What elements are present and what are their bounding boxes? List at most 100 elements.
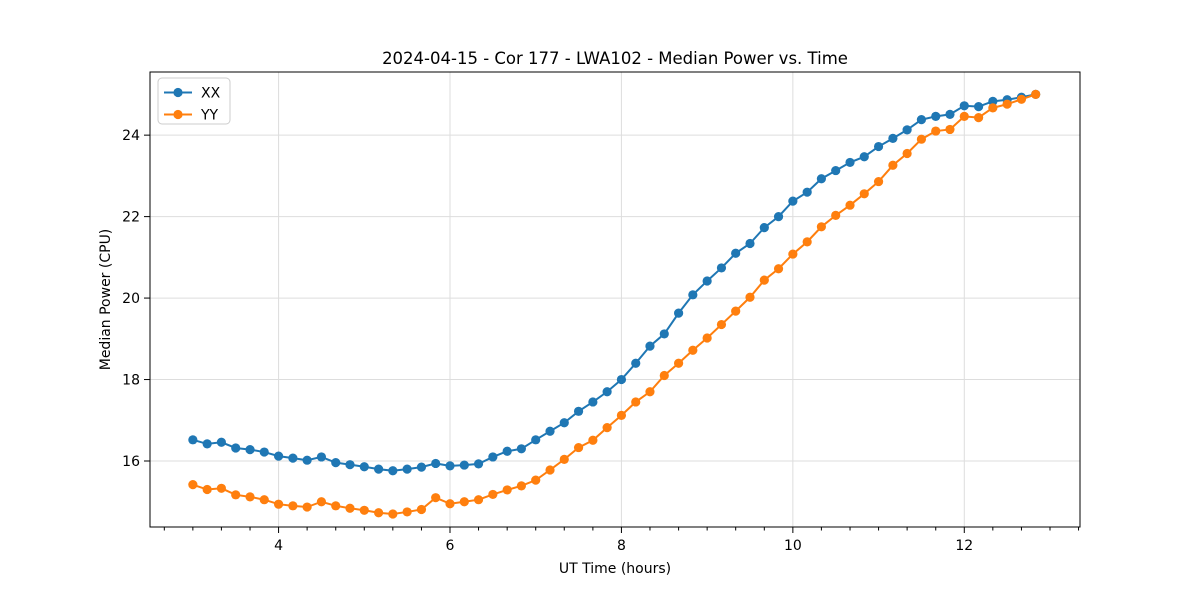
data-point-xx bbox=[559, 418, 569, 428]
data-point-yy bbox=[273, 499, 284, 509]
data-point-yy bbox=[431, 493, 441, 503]
data-point-yy bbox=[402, 507, 412, 517]
data-point-yy bbox=[916, 134, 927, 144]
data-point-yy bbox=[502, 485, 512, 495]
x-tick-label: 4 bbox=[274, 538, 283, 554]
data-point-yy bbox=[488, 489, 498, 500]
data-point-xx bbox=[688, 290, 698, 300]
data-point-yy bbox=[716, 319, 727, 330]
data-point-yy bbox=[702, 333, 712, 343]
data-point-xx bbox=[445, 461, 455, 471]
data-point-yy bbox=[602, 423, 612, 433]
data-point-yy bbox=[1031, 89, 1041, 100]
data-point-xx bbox=[659, 329, 669, 339]
data-point-xx bbox=[974, 102, 984, 112]
data-point-yy bbox=[473, 495, 484, 505]
data-point-yy bbox=[331, 501, 341, 511]
data-point-xx bbox=[488, 452, 498, 462]
data-point-yy bbox=[759, 275, 769, 285]
data-point-xx bbox=[888, 133, 898, 143]
data-point-yy bbox=[745, 292, 755, 302]
data-point-yy bbox=[788, 249, 798, 259]
data-point-xx bbox=[645, 341, 655, 351]
data-point-yy bbox=[573, 442, 584, 453]
y-axis-label: Median Power (CPU) bbox=[98, 229, 114, 371]
chart-title: 2024-04-15 - Cor 177 - LWA102 - Median P… bbox=[382, 49, 848, 68]
data-point-yy bbox=[902, 148, 912, 159]
data-point-yy bbox=[588, 435, 598, 445]
data-point-xx bbox=[459, 460, 469, 470]
data-point-xx bbox=[602, 387, 612, 397]
data-point-xx bbox=[931, 111, 941, 122]
data-point-xx bbox=[731, 248, 741, 258]
data-point-yy bbox=[1002, 99, 1012, 109]
data-point-yy bbox=[288, 501, 298, 511]
data-point-xx bbox=[816, 174, 827, 184]
data-point-yy bbox=[231, 490, 241, 500]
x-tick-label: 10 bbox=[784, 538, 802, 554]
data-point-yy bbox=[531, 475, 541, 485]
data-point-xx bbox=[431, 458, 441, 469]
legend-label-xx: XX bbox=[201, 86, 221, 102]
data-point-xx bbox=[216, 437, 226, 447]
data-point-xx bbox=[345, 460, 355, 470]
data-point-xx bbox=[288, 453, 298, 463]
data-point-yy bbox=[559, 454, 569, 464]
data-point-yy bbox=[202, 484, 212, 495]
data-point-yy bbox=[688, 345, 698, 355]
data-point-xx bbox=[859, 152, 869, 162]
data-point-xx bbox=[531, 435, 541, 445]
data-point-xx bbox=[359, 462, 369, 472]
data-point-yy bbox=[459, 497, 469, 507]
data-point-xx bbox=[331, 458, 341, 468]
data-point-xx bbox=[631, 358, 641, 368]
data-point-yy bbox=[616, 410, 627, 420]
data-point-yy bbox=[316, 497, 327, 507]
data-point-xx bbox=[231, 443, 241, 453]
data-point-yy bbox=[645, 387, 655, 397]
data-point-xx bbox=[945, 109, 955, 119]
x-tick-label: 12 bbox=[955, 538, 973, 554]
legend-label-yy: YY bbox=[200, 108, 219, 124]
data-point-yy bbox=[416, 504, 427, 515]
data-point-xx bbox=[588, 397, 598, 407]
data-point-yy bbox=[516, 481, 527, 491]
y-tick-label: 22 bbox=[122, 210, 140, 226]
data-point-yy bbox=[773, 264, 784, 274]
axes bbox=[144, 71, 1081, 533]
plot-border bbox=[149, 71, 1081, 528]
data-point-xx bbox=[845, 157, 855, 168]
data-point-xx bbox=[773, 212, 784, 222]
data-point-xx bbox=[759, 223, 769, 233]
data-point-xx bbox=[502, 446, 512, 456]
data-point-yy bbox=[988, 103, 998, 113]
data-point-xx bbox=[616, 374, 627, 385]
data-point-yy bbox=[188, 480, 198, 490]
data-point-yy bbox=[374, 508, 384, 518]
data-point-xx bbox=[273, 451, 284, 461]
data-point-xx bbox=[545, 426, 555, 436]
data-point-yy bbox=[345, 503, 355, 513]
data-point-yy bbox=[445, 499, 455, 509]
data-point-xx bbox=[716, 263, 727, 273]
tick-labels: 4 6 8 10 12 16 18 20 22 24 bbox=[122, 128, 973, 554]
data-point-xx bbox=[988, 96, 998, 106]
data-point-xx bbox=[516, 444, 527, 454]
data-point-xx bbox=[188, 435, 198, 445]
data-point-yy bbox=[945, 124, 955, 135]
data-point-yy bbox=[859, 189, 869, 199]
data-point-yy bbox=[931, 126, 941, 136]
x-tick-label: 8 bbox=[617, 538, 626, 554]
data-point-xx bbox=[416, 462, 427, 472]
data-point-yy bbox=[873, 176, 884, 187]
y-tick-label: 16 bbox=[122, 454, 140, 470]
data-point-yy bbox=[659, 370, 669, 381]
data-point-xx bbox=[402, 464, 412, 474]
data-point-xx bbox=[245, 445, 255, 455]
data-point-yy bbox=[802, 237, 812, 247]
data-point-yy bbox=[816, 222, 827, 232]
data-point-yy bbox=[388, 509, 398, 519]
data-point-yy bbox=[259, 495, 269, 505]
